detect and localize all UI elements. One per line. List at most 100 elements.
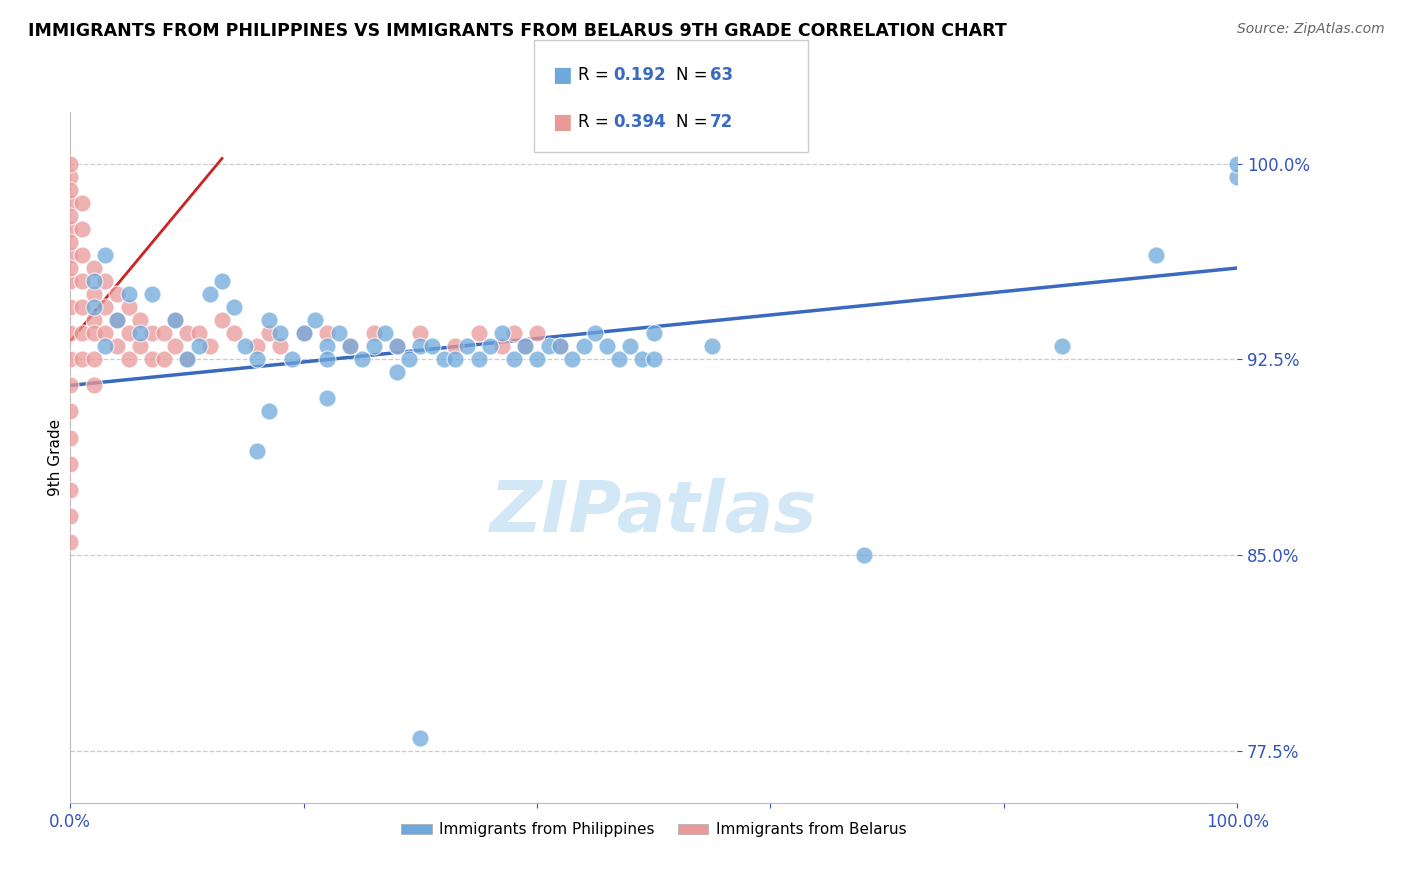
Point: [59, 352, 82, 367]
Point: [281, 352, 304, 367]
Point: [852, 548, 875, 562]
Point: [59, 274, 82, 288]
Point: [246, 339, 269, 353]
Point: [105, 287, 128, 301]
Point: [200, 287, 222, 301]
Point: [257, 326, 280, 341]
Point: [105, 313, 128, 327]
Point: [59, 169, 82, 184]
Point: [83, 260, 105, 275]
Point: [316, 339, 339, 353]
Point: [187, 326, 209, 341]
Point: [515, 339, 537, 353]
Point: [176, 352, 198, 367]
Point: [176, 352, 198, 367]
Point: [572, 339, 595, 353]
Point: [1144, 248, 1167, 262]
Legend: Immigrants from Philippines, Immigrants from Belarus: Immigrants from Philippines, Immigrants …: [395, 816, 912, 844]
Point: [59, 457, 82, 471]
Text: 63: 63: [710, 66, 733, 85]
Point: [83, 287, 105, 301]
Point: [479, 339, 502, 353]
Point: [363, 339, 385, 353]
Point: [59, 235, 82, 249]
Point: [502, 352, 524, 367]
Point: [59, 404, 82, 418]
Point: [619, 339, 641, 353]
Point: [550, 339, 572, 353]
Point: [233, 339, 256, 353]
Point: [433, 352, 456, 367]
Point: [304, 313, 326, 327]
Point: [141, 326, 163, 341]
Point: [409, 326, 432, 341]
Point: [585, 326, 607, 341]
Point: [316, 392, 339, 406]
Text: 0.394: 0.394: [613, 112, 666, 130]
Point: [59, 535, 82, 549]
Point: [339, 339, 361, 353]
Point: [141, 287, 163, 301]
Point: [339, 339, 361, 353]
Point: [59, 195, 82, 210]
Point: [176, 326, 198, 341]
Point: [526, 326, 548, 341]
Text: ■: ■: [553, 65, 572, 86]
Point: [83, 352, 105, 367]
Text: ZIPatlas: ZIPatlas: [491, 478, 817, 547]
Text: Source: ZipAtlas.com: Source: ZipAtlas.com: [1237, 22, 1385, 37]
Point: [1050, 339, 1074, 353]
Point: [269, 339, 291, 353]
Point: [409, 339, 432, 353]
Point: [328, 326, 350, 341]
Point: [385, 339, 408, 353]
Point: [83, 300, 105, 314]
Point: [59, 222, 82, 236]
Point: [83, 313, 105, 327]
Point: [118, 287, 141, 301]
Point: [165, 313, 187, 327]
Point: [468, 352, 491, 367]
Point: [129, 313, 152, 327]
Point: [491, 339, 513, 353]
Point: [316, 326, 339, 341]
Point: [94, 326, 117, 341]
Text: R =: R =: [578, 112, 614, 130]
Point: [165, 313, 187, 327]
Point: [94, 248, 117, 262]
Point: [316, 352, 339, 367]
Point: [118, 300, 141, 314]
Point: [59, 183, 82, 197]
Point: [118, 352, 141, 367]
Point: [129, 339, 152, 353]
Point: [643, 352, 665, 367]
Point: [200, 339, 222, 353]
Point: [211, 274, 233, 288]
Text: 0.192: 0.192: [613, 66, 665, 85]
Point: [187, 339, 209, 353]
Point: [70, 326, 93, 341]
Point: [211, 313, 233, 327]
Point: [59, 209, 82, 223]
Point: [165, 339, 187, 353]
Point: [398, 352, 420, 367]
Point: [129, 326, 152, 341]
Point: [607, 352, 630, 367]
Point: [1226, 169, 1249, 184]
Point: [385, 339, 408, 353]
Point: [94, 300, 117, 314]
Point: [643, 326, 665, 341]
Point: [491, 326, 513, 341]
Point: [409, 731, 432, 745]
Point: [70, 195, 93, 210]
Point: [456, 339, 478, 353]
Point: [537, 339, 560, 353]
Point: [152, 352, 174, 367]
Point: [83, 378, 105, 392]
Point: [59, 508, 82, 523]
Text: IMMIGRANTS FROM PHILIPPINES VS IMMIGRANTS FROM BELARUS 9TH GRADE CORRELATION CHA: IMMIGRANTS FROM PHILIPPINES VS IMMIGRANT…: [28, 22, 1007, 40]
Point: [292, 326, 315, 341]
Point: [83, 326, 105, 341]
Point: [246, 443, 269, 458]
Point: [59, 431, 82, 445]
